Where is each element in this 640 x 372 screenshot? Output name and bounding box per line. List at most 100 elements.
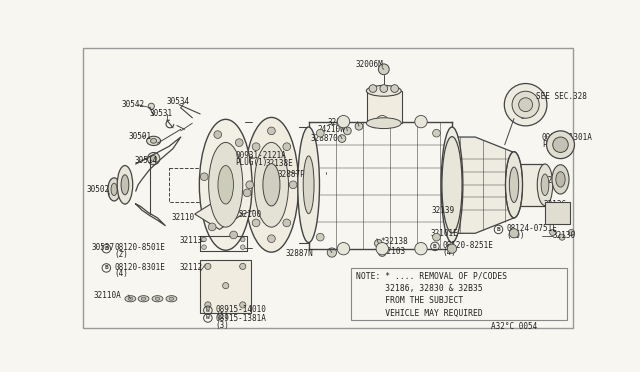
Text: B: B bbox=[104, 266, 108, 270]
Text: 00931-2121A: 00931-2121A bbox=[235, 151, 286, 160]
Circle shape bbox=[205, 302, 211, 308]
Circle shape bbox=[376, 243, 388, 255]
Circle shape bbox=[243, 189, 251, 197]
Ellipse shape bbox=[518, 98, 532, 112]
Circle shape bbox=[369, 85, 377, 92]
Text: (4): (4) bbox=[443, 248, 456, 257]
Circle shape bbox=[223, 283, 229, 289]
Text: 32110: 32110 bbox=[172, 212, 195, 221]
Text: (3): (3) bbox=[216, 321, 230, 330]
Text: W: W bbox=[206, 308, 210, 313]
Circle shape bbox=[547, 131, 575, 158]
Text: FROM THE SUBJECT: FROM THE SUBJECT bbox=[356, 296, 463, 305]
Circle shape bbox=[374, 240, 382, 247]
Text: 24210W: 24210W bbox=[317, 125, 345, 135]
Circle shape bbox=[344, 127, 351, 135]
Text: 32103: 32103 bbox=[382, 247, 405, 256]
Circle shape bbox=[415, 115, 428, 128]
Text: (10): (10) bbox=[506, 231, 525, 240]
Ellipse shape bbox=[141, 297, 146, 300]
Text: 08124-0751E: 08124-0751E bbox=[506, 224, 557, 233]
Circle shape bbox=[230, 231, 237, 239]
Circle shape bbox=[568, 230, 575, 235]
Circle shape bbox=[150, 155, 157, 162]
Circle shape bbox=[415, 243, 428, 255]
Text: B: B bbox=[497, 227, 500, 232]
Ellipse shape bbox=[108, 178, 120, 201]
Ellipse shape bbox=[117, 166, 132, 204]
Ellipse shape bbox=[441, 127, 463, 243]
Ellipse shape bbox=[509, 167, 518, 202]
Ellipse shape bbox=[138, 296, 149, 302]
Circle shape bbox=[376, 115, 388, 128]
Circle shape bbox=[268, 235, 275, 243]
Ellipse shape bbox=[541, 174, 549, 196]
Circle shape bbox=[205, 263, 211, 269]
Circle shape bbox=[148, 103, 154, 109]
Circle shape bbox=[208, 223, 216, 231]
Text: 30502: 30502 bbox=[86, 185, 109, 194]
Circle shape bbox=[338, 135, 346, 142]
Circle shape bbox=[553, 137, 568, 153]
Ellipse shape bbox=[556, 172, 565, 187]
Circle shape bbox=[279, 158, 292, 170]
Text: 32006M: 32006M bbox=[355, 60, 383, 69]
Ellipse shape bbox=[504, 84, 547, 126]
Circle shape bbox=[249, 153, 260, 164]
Text: B: B bbox=[104, 246, 108, 251]
Ellipse shape bbox=[209, 142, 243, 227]
Ellipse shape bbox=[442, 137, 462, 233]
Ellipse shape bbox=[263, 164, 280, 206]
Ellipse shape bbox=[121, 175, 129, 195]
Text: 08915-14010: 08915-14010 bbox=[216, 305, 266, 314]
Ellipse shape bbox=[506, 152, 522, 218]
Ellipse shape bbox=[366, 118, 401, 129]
Bar bbox=[367, 91, 402, 123]
Text: 32887P: 32887P bbox=[278, 170, 305, 179]
Text: 328870: 328870 bbox=[311, 134, 339, 143]
Text: W: W bbox=[206, 315, 210, 321]
Circle shape bbox=[388, 119, 396, 127]
Circle shape bbox=[559, 234, 565, 240]
Text: 32100: 32100 bbox=[239, 210, 262, 219]
Bar bbox=[200, 260, 250, 312]
Text: 08120-8301E: 08120-8301E bbox=[114, 263, 165, 272]
Ellipse shape bbox=[128, 297, 132, 300]
Text: 32138E: 32138E bbox=[266, 158, 294, 168]
Circle shape bbox=[289, 181, 297, 189]
Bar bbox=[351, 268, 566, 320]
Text: PLUG(1): PLUG(1) bbox=[542, 140, 574, 149]
Circle shape bbox=[550, 230, 556, 235]
Text: B: B bbox=[433, 244, 437, 249]
Text: 32135: 32135 bbox=[543, 176, 566, 185]
Text: PLUG(1): PLUG(1) bbox=[235, 158, 268, 167]
Text: 30534: 30534 bbox=[167, 97, 190, 106]
Circle shape bbox=[337, 115, 349, 128]
Text: 08120-8501E: 08120-8501E bbox=[114, 243, 165, 252]
Text: 32139: 32139 bbox=[432, 206, 455, 215]
Circle shape bbox=[378, 64, 389, 75]
Circle shape bbox=[355, 122, 363, 130]
Text: 30501: 30501 bbox=[128, 132, 151, 141]
Circle shape bbox=[283, 143, 291, 151]
Text: 30514: 30514 bbox=[134, 156, 157, 165]
Text: *32138: *32138 bbox=[381, 237, 408, 246]
Text: (4): (4) bbox=[114, 269, 128, 279]
Ellipse shape bbox=[125, 296, 136, 302]
Circle shape bbox=[241, 245, 245, 250]
Circle shape bbox=[239, 263, 246, 269]
Circle shape bbox=[391, 85, 399, 92]
Circle shape bbox=[147, 153, 160, 165]
Text: 32113: 32113 bbox=[179, 235, 202, 245]
Circle shape bbox=[236, 139, 243, 147]
Text: 32887N: 32887N bbox=[285, 249, 313, 258]
Circle shape bbox=[202, 245, 206, 250]
Circle shape bbox=[252, 143, 260, 151]
Ellipse shape bbox=[552, 165, 569, 194]
Text: VEHICLE MAY REQUIRED: VEHICLE MAY REQUIRED bbox=[356, 309, 483, 318]
Ellipse shape bbox=[111, 183, 117, 196]
Text: (1): (1) bbox=[216, 312, 230, 321]
Polygon shape bbox=[195, 199, 243, 230]
Circle shape bbox=[433, 129, 440, 137]
Ellipse shape bbox=[537, 164, 553, 206]
